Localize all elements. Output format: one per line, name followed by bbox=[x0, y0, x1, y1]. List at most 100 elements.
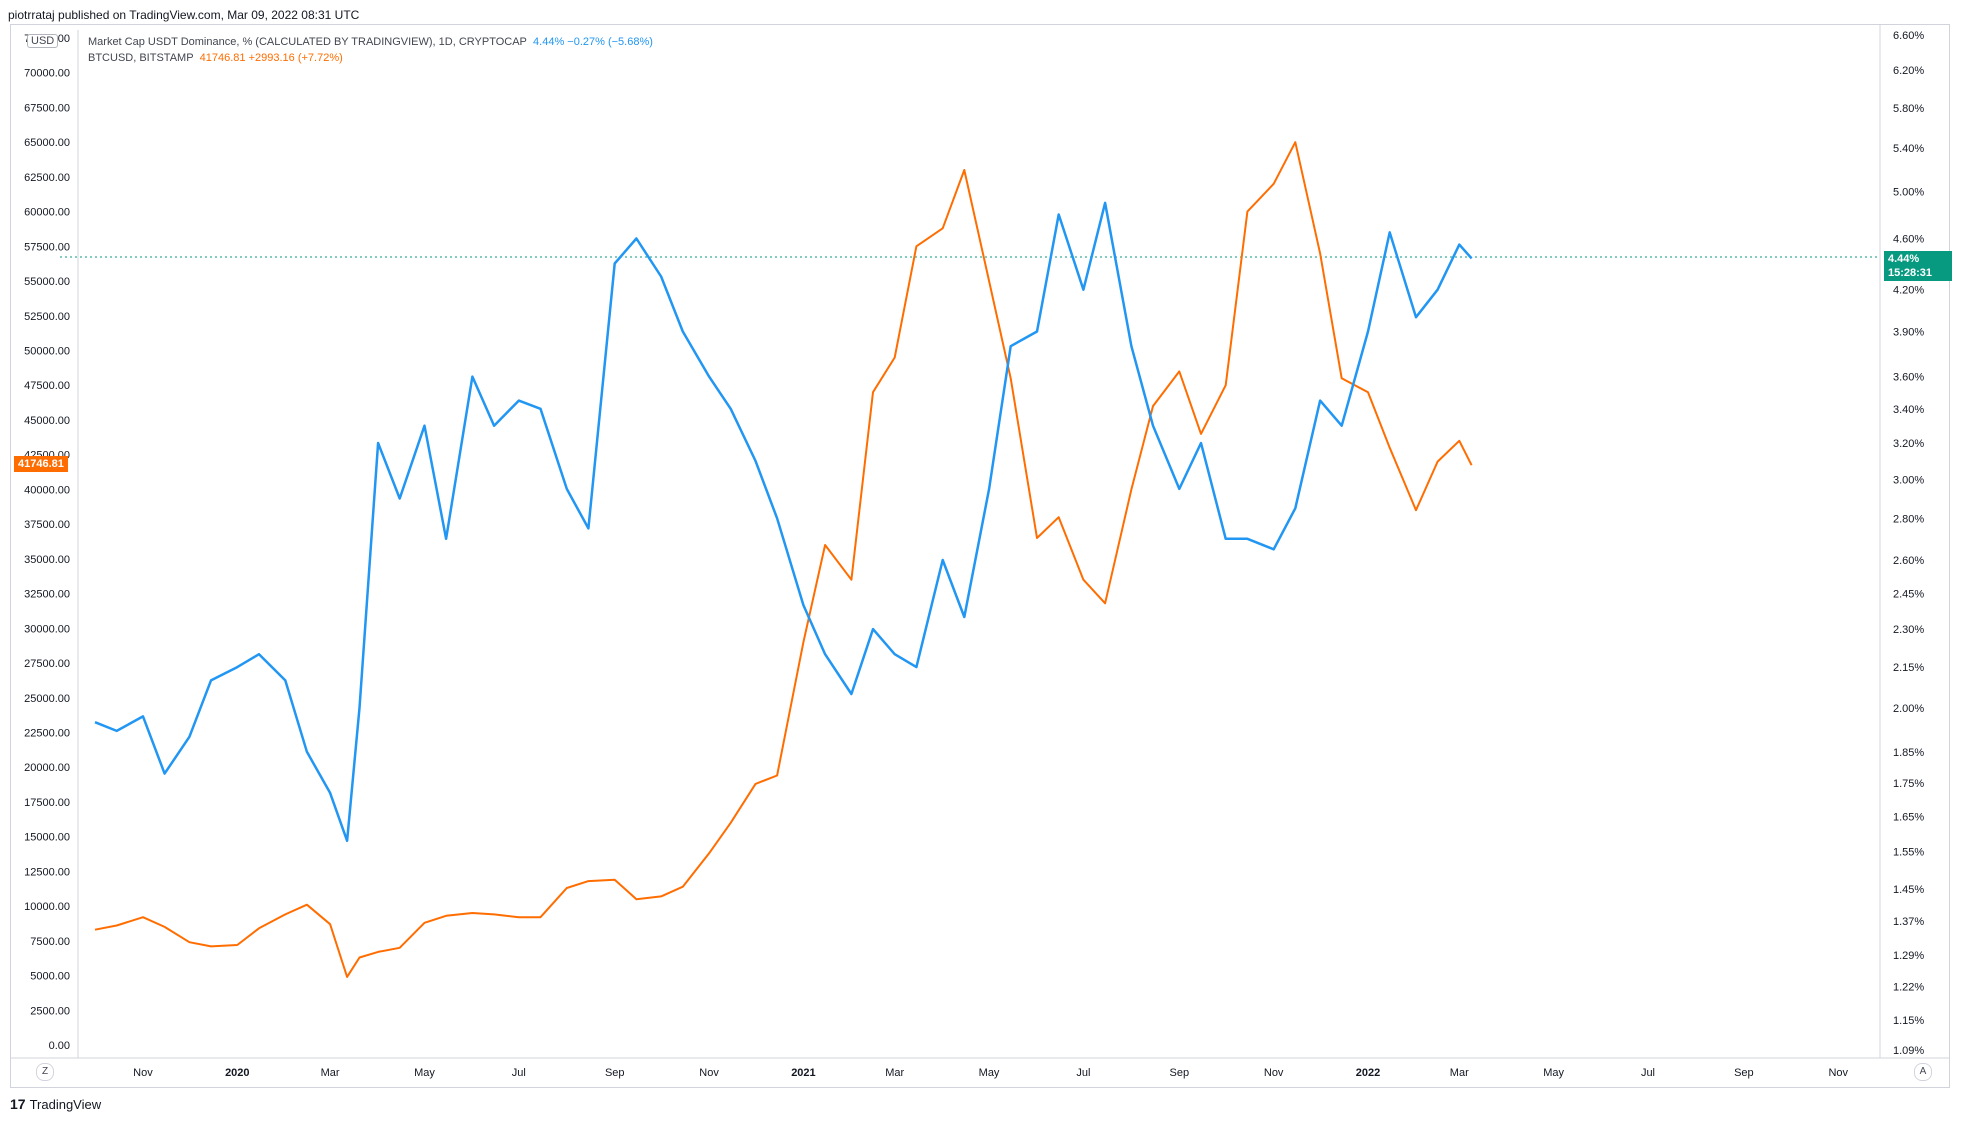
time-axis-tick-label: Nov bbox=[1264, 1067, 1284, 1079]
left-axis-tick-label: 57500.00 bbox=[24, 241, 70, 253]
series-group bbox=[94, 141, 1473, 978]
right-axis-tick-label: 1.65% bbox=[1893, 811, 1924, 823]
left-axis-tick-label: 60000.00 bbox=[24, 207, 70, 219]
left-axis-tick-label: 10000.00 bbox=[24, 901, 70, 913]
time-axis-tick-label: Sep bbox=[605, 1067, 625, 1079]
tradingview-logo-icon: 17 bbox=[10, 1096, 26, 1112]
left-axis-tick-label: 35000.00 bbox=[24, 554, 70, 566]
usdt-dominance-line bbox=[94, 201, 1473, 843]
auto-scale-button-right[interactable]: A bbox=[1914, 1063, 1932, 1081]
left-axis-tick-label: 50000.00 bbox=[24, 346, 70, 358]
time-axis-tick-label: Mar bbox=[885, 1067, 904, 1079]
currency-label[interactable]: USD bbox=[27, 34, 59, 48]
right-axis-tick-label: 1.75% bbox=[1893, 778, 1924, 790]
right-axis-tick-label: 1.09% bbox=[1893, 1045, 1924, 1057]
left-axis-tick-label: 47500.00 bbox=[24, 380, 70, 392]
right-axis-tick-label: 4.60% bbox=[1893, 233, 1924, 245]
usdt-last-value: 4.44% bbox=[1888, 253, 1920, 265]
time-axis-tick-label: Nov bbox=[1828, 1067, 1848, 1079]
legend-usdt-values: 4.44% −0.27% (−5.68%) bbox=[533, 36, 653, 48]
time-axis-tick-label: Jul bbox=[512, 1067, 526, 1079]
time-axis-tick-label: Jul bbox=[1076, 1067, 1090, 1079]
time-axis-tick-label: Mar bbox=[1450, 1067, 1469, 1079]
left-axis-tick-label: 40000.00 bbox=[24, 484, 70, 496]
bar-countdown-timer: 15:28:31 bbox=[1888, 267, 1933, 279]
legend-usdt-name: Market Cap USDT Dominance, % (CALCULATED… bbox=[88, 36, 527, 48]
usdt-last-value-tag: 4.44% 15:28:31 bbox=[1884, 251, 1952, 281]
time-axis: Nov 2020 Mar May Jul Sep Nov 2021 Mar May Jul Sep No… bbox=[10, 1057, 1950, 1079]
btcusd-line bbox=[94, 141, 1473, 978]
right-axis-tick-label: 2.15% bbox=[1893, 662, 1924, 674]
left-axis-tick-label: 55000.00 bbox=[24, 276, 70, 288]
right-axis-tick-label: 4.20% bbox=[1893, 285, 1924, 297]
brand-name: TradingView bbox=[29, 1096, 102, 1112]
publisher-header: piotrrataj published on TradingView.com,… bbox=[8, 8, 360, 22]
left-axis-tick-label: 15000.00 bbox=[24, 832, 70, 844]
left-axis-tick-label: 65000.00 bbox=[24, 137, 70, 149]
right-axis-tick-label: 1.55% bbox=[1893, 847, 1924, 859]
right-axis-tick-label: 1.37% bbox=[1893, 916, 1924, 928]
legend-btc-name: BTCUSD, BITSTAMP bbox=[88, 52, 194, 64]
legend-row-usdt[interactable]: Market Cap USDT Dominance, % (CALCULATED… bbox=[88, 34, 653, 50]
left-axis-tick-label: 22500.00 bbox=[24, 727, 70, 739]
legend-btc-values: 41746.81 +2993.16 (+7.72%) bbox=[199, 52, 343, 64]
right-axis-tick-label: 1.15% bbox=[1893, 1015, 1924, 1027]
left-axis-tick-label: 30000.00 bbox=[24, 623, 70, 635]
right-axis-tick-label: 2.00% bbox=[1893, 703, 1924, 715]
left-axis-tick-label: 27500.00 bbox=[24, 658, 70, 670]
left-axis-tick-label: 32500.00 bbox=[24, 589, 70, 601]
right-axis-tick-label: 1.22% bbox=[1893, 981, 1924, 993]
legend-row-btc[interactable]: BTCUSD, BITSTAMP 41746.81 +2993.16 (+7.7… bbox=[88, 50, 653, 66]
left-axis-tick-label: 25000.00 bbox=[24, 693, 70, 705]
left-axis-tick-label: 2500.00 bbox=[30, 1005, 70, 1017]
right-axis-tick-label: 2.30% bbox=[1893, 624, 1924, 636]
time-axis-tick-label: Mar bbox=[321, 1067, 340, 1079]
left-axis-tick-label: 17500.00 bbox=[24, 797, 70, 809]
time-axis-tick-label: 2022 bbox=[1356, 1067, 1380, 1079]
left-axis-tick-label: 45000.00 bbox=[24, 415, 70, 427]
time-axis-tick-label: Sep bbox=[1734, 1067, 1754, 1079]
right-axis-tick-label: 5.80% bbox=[1893, 103, 1924, 115]
right-axis-tick-label: 1.45% bbox=[1893, 884, 1924, 896]
right-axis-tick-label: 1.85% bbox=[1893, 747, 1924, 759]
right-axis-tick-label: 1.29% bbox=[1893, 950, 1924, 962]
time-axis-tick-label: Nov bbox=[133, 1067, 153, 1079]
btc-last-price-tag: 41746.81 bbox=[14, 456, 68, 472]
time-axis-tick-label: 2021 bbox=[791, 1067, 815, 1079]
time-axis-tick-label: May bbox=[979, 1067, 1000, 1079]
right-axis-tick-label: 2.60% bbox=[1893, 555, 1924, 567]
left-axis-tick-label: 70000.00 bbox=[24, 68, 70, 80]
time-axis-tick-label: 2020 bbox=[225, 1067, 249, 1079]
right-axis-tick-label: 5.00% bbox=[1893, 186, 1924, 198]
tradingview-brand[interactable]: 17 TradingView bbox=[10, 1096, 101, 1112]
right-axis-tick-label: 6.60% bbox=[1893, 30, 1924, 42]
auto-scale-button-left[interactable]: Z bbox=[36, 1063, 54, 1081]
chart-legend: Market Cap USDT Dominance, % (CALCULATED… bbox=[88, 34, 653, 66]
left-axis-tick-label: 5000.00 bbox=[30, 971, 70, 983]
left-axis-tick-label: 12500.00 bbox=[24, 866, 70, 878]
left-axis-tick-label: 0.00 bbox=[49, 1040, 70, 1052]
left-axis-tick-label: 62500.00 bbox=[24, 172, 70, 184]
right-axis-tick-label: 5.40% bbox=[1893, 143, 1924, 155]
time-axis-tick-label: May bbox=[414, 1067, 435, 1079]
left-axis-tick-label: 20000.00 bbox=[24, 762, 70, 774]
right-axis-tick-label: 3.40% bbox=[1893, 404, 1924, 416]
left-axis-tick-label: 67500.00 bbox=[24, 102, 70, 114]
time-axis-tick-label: Jul bbox=[1641, 1067, 1655, 1079]
right-axis: 6.60% 6.20% 5.80% 5.40% 5.00% 4.60% 4.20% 3.90%… bbox=[1879, 24, 1924, 1058]
time-axis-tick-label: Sep bbox=[1170, 1067, 1190, 1079]
right-axis-tick-label: 3.90% bbox=[1893, 327, 1924, 339]
right-axis-tick-label: 6.20% bbox=[1893, 65, 1924, 77]
right-axis-tick-label: 2.45% bbox=[1893, 589, 1924, 601]
left-axis-tick-label: 52500.00 bbox=[24, 311, 70, 323]
right-axis-tick-label: 3.00% bbox=[1893, 474, 1924, 486]
left-axis: 72500.0070000.0067500.0065000.0062500.00… bbox=[24, 30, 79, 1058]
left-axis-tick-label: 37500.00 bbox=[24, 519, 70, 531]
time-axis-tick-label: Nov bbox=[699, 1067, 719, 1079]
chart-frame bbox=[10, 24, 1950, 1088]
right-axis-tick-label: 3.20% bbox=[1893, 438, 1924, 450]
right-axis-tick-label: 3.60% bbox=[1893, 372, 1924, 384]
left-axis-tick-label: 7500.00 bbox=[30, 936, 70, 948]
right-axis-tick-label: 2.80% bbox=[1893, 513, 1924, 525]
